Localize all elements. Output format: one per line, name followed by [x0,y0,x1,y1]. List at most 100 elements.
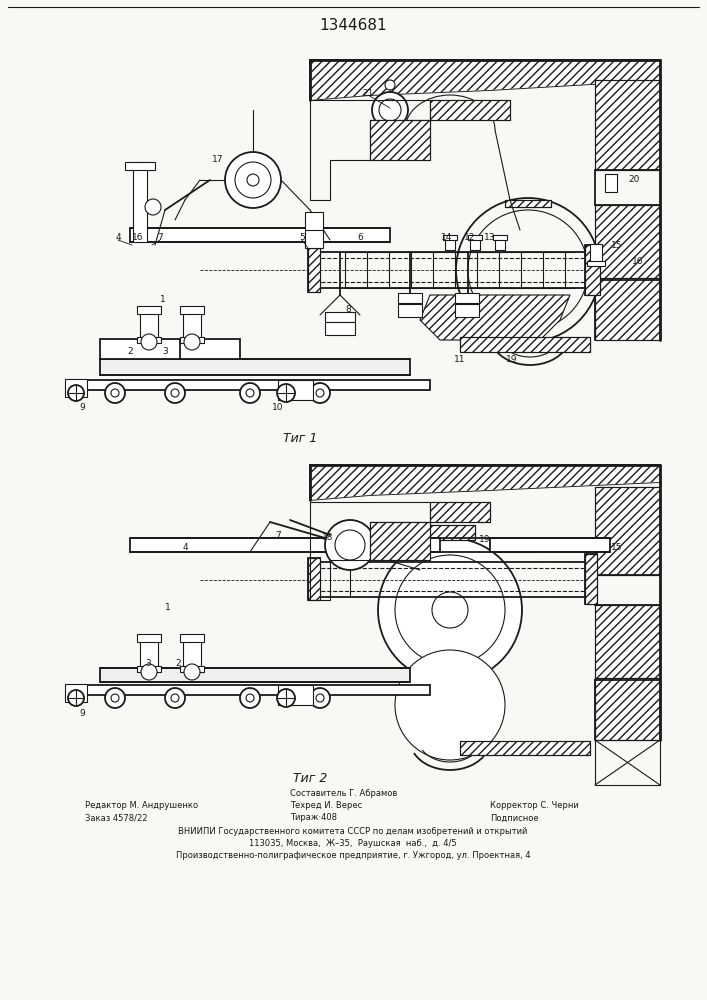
Text: ВНИИПИ Государственного комитета СССР по делам изобретений и открытий: ВНИИПИ Государственного комитета СССР по… [178,828,527,836]
Circle shape [225,152,281,208]
Circle shape [240,688,260,708]
Text: 1: 1 [160,296,166,304]
Bar [183,311,201,339]
Bar [595,278,660,340]
Bar [595,487,660,575]
Circle shape [277,384,295,402]
Bar [595,80,660,170]
Circle shape [235,162,271,198]
Bar [505,200,551,207]
Text: 5: 5 [299,233,305,242]
Bar [445,238,455,250]
Bar [585,245,600,295]
Bar [595,605,660,680]
Bar [183,640,201,668]
Bar [308,248,320,292]
Bar [133,162,147,242]
Circle shape [184,664,200,680]
Bar [460,741,590,755]
Bar [130,228,390,242]
Circle shape [432,592,468,628]
Text: 1: 1 [165,603,171,612]
Circle shape [105,383,125,403]
Bar [605,174,617,192]
Bar [595,205,660,280]
Circle shape [316,389,324,397]
Circle shape [316,694,324,702]
Bar [100,668,410,682]
Bar [180,339,240,359]
Text: 7: 7 [275,530,281,540]
Bar [100,339,200,359]
Bar [460,337,590,352]
Text: Производственно-полиграфическое предприятие, г. Ужгород, ул. Проектная, 4: Производственно-полиграфическое предприя… [175,852,530,860]
Bar [278,380,313,400]
Bar [180,337,204,343]
Bar [585,245,600,295]
Bar [65,379,87,397]
Text: 7: 7 [157,233,163,242]
Bar [595,80,660,170]
Text: 2: 2 [127,348,133,357]
Bar [180,666,204,672]
Bar [370,120,430,160]
Bar [585,554,597,604]
Circle shape [247,174,259,186]
Circle shape [171,389,179,397]
Bar [595,740,660,785]
Text: 9: 9 [79,708,85,718]
Bar [430,502,490,522]
Bar [180,634,204,642]
Polygon shape [420,295,570,340]
Text: 18: 18 [322,534,334,542]
Bar [308,558,320,600]
Bar [595,278,660,340]
Bar [460,741,590,755]
Text: Подписное: Подписное [490,814,539,822]
Circle shape [105,688,125,708]
Bar [585,245,600,295]
Circle shape [385,80,395,90]
Circle shape [145,199,161,215]
Circle shape [141,334,157,350]
Bar [308,558,320,600]
Bar [430,100,510,120]
Text: 21: 21 [362,89,374,98]
Circle shape [378,538,522,682]
Bar [308,248,320,292]
Bar [70,685,430,695]
Text: Редактор М. Андрушенко: Редактор М. Андрушенко [85,802,198,810]
Bar [595,605,660,680]
Text: Корректор С. Черни: Корректор С. Черни [490,802,579,810]
Bar [65,684,87,702]
Text: 14: 14 [441,233,452,242]
Bar [595,678,660,740]
Circle shape [335,530,365,560]
Text: 8: 8 [345,306,351,314]
Bar [130,538,440,552]
Bar [590,244,602,262]
Bar [370,522,430,560]
Text: 19: 19 [479,536,491,544]
Circle shape [165,688,185,708]
Polygon shape [505,200,551,207]
Text: 3: 3 [145,660,151,668]
Polygon shape [310,465,660,500]
Text: 1344681: 1344681 [319,17,387,32]
Bar [125,162,155,170]
Text: 16: 16 [132,233,144,242]
Bar [398,293,422,303]
Bar [100,359,410,375]
Bar [470,238,480,250]
Bar [455,293,479,303]
Text: 3: 3 [162,348,168,357]
Circle shape [310,383,330,403]
Circle shape [165,383,185,403]
Polygon shape [310,60,660,100]
Bar [430,502,490,522]
Text: 2: 2 [175,660,181,668]
Bar [468,235,482,240]
Text: 17: 17 [212,155,223,164]
Bar [308,248,320,292]
Bar [137,306,161,314]
